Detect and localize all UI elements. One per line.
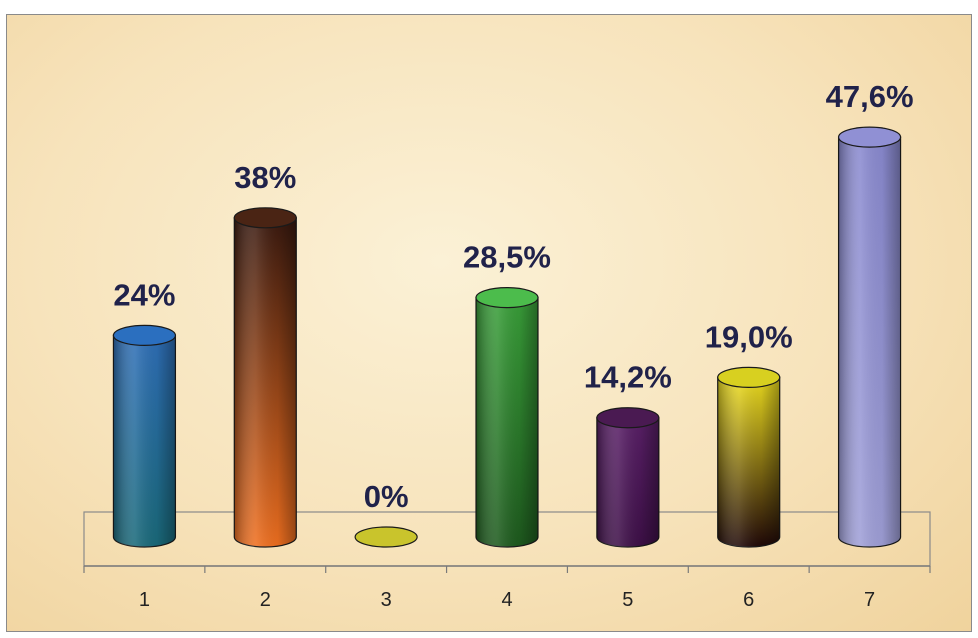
bar-shading bbox=[113, 335, 176, 547]
bar-3 bbox=[354, 526, 418, 548]
bar-shading bbox=[596, 417, 659, 547]
bar-4 bbox=[475, 287, 539, 548]
bar-7 bbox=[837, 126, 902, 548]
x-tick-label-1: 1 bbox=[139, 589, 150, 611]
bar-cap bbox=[233, 207, 297, 229]
x-tick-label-4: 4 bbox=[501, 589, 512, 611]
bar-cap bbox=[475, 287, 539, 309]
x-tick-label-5: 5 bbox=[622, 589, 633, 611]
bar-shading bbox=[234, 217, 297, 547]
x-tick-label-6: 6 bbox=[743, 589, 754, 611]
data-label-1: 24% bbox=[113, 277, 175, 312]
bar-shading bbox=[476, 297, 538, 547]
bar-1 bbox=[112, 324, 177, 548]
bar-shading bbox=[838, 137, 901, 547]
bar-cap bbox=[837, 126, 902, 148]
x-tick-label-2: 2 bbox=[260, 589, 271, 611]
x-tick-label-7: 7 bbox=[864, 589, 875, 611]
data-labels: 24% 38% 0% 28,5% 14,2% 19,0% 47,6% bbox=[113, 79, 913, 514]
bar-cap bbox=[354, 526, 418, 548]
data-label-7: 47,6% bbox=[826, 79, 914, 114]
data-label-6: 19,0% bbox=[705, 319, 793, 354]
bar-cap bbox=[717, 366, 781, 388]
bar-cap bbox=[112, 324, 177, 346]
data-label-5: 14,2% bbox=[584, 360, 672, 395]
data-label-2: 38% bbox=[234, 160, 296, 195]
x-tick-label-3: 3 bbox=[381, 589, 392, 611]
bar-2 bbox=[233, 207, 297, 548]
bar-cap bbox=[596, 407, 660, 429]
bar-6 bbox=[717, 366, 781, 548]
bars bbox=[112, 126, 902, 548]
bar-5 bbox=[596, 407, 660, 548]
data-label-3: 0% bbox=[364, 479, 409, 514]
x-axis: 1 2 3 4 5 6 7 bbox=[83, 565, 931, 611]
data-label-4: 28,5% bbox=[463, 240, 551, 275]
bar-shading bbox=[717, 377, 780, 547]
